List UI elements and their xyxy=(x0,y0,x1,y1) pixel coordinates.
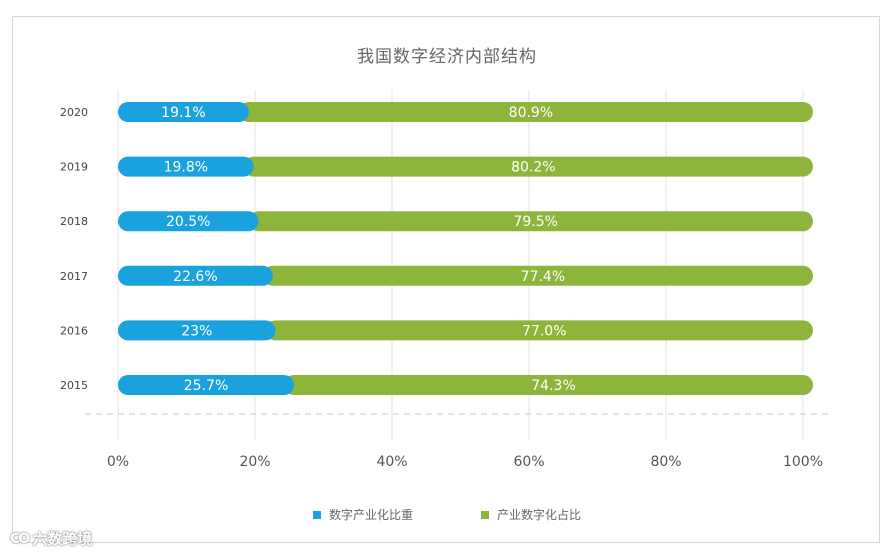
x-tick-label: 40% xyxy=(376,454,407,470)
data-label-digital-industrialization: 20.5% xyxy=(166,214,210,230)
watermark-text: 六数跨境 xyxy=(32,530,93,548)
bar-segment-digital-industrialization xyxy=(118,375,295,395)
bar-segment-industrial-digitalization xyxy=(262,265,813,286)
data-label-industrial-digitalization: 77.4% xyxy=(521,269,565,285)
legend-item-digital-industrialization: 数字产业化比重 xyxy=(312,506,413,523)
x-tick-label: 0% xyxy=(107,454,129,470)
data-label-digital-industrialization: 22.6% xyxy=(173,269,217,285)
data-label-industrial-digitalization: 79.5% xyxy=(513,214,557,230)
bar-segment-industrial-digitalization xyxy=(243,156,813,177)
watermark-logo-icon: CO xyxy=(10,530,30,547)
chart-legend: 数字产业化比重 产业数字化占比 xyxy=(0,506,894,523)
data-label-digital-industrialization: 23% xyxy=(181,323,212,339)
bar-segment-digital-industrialization xyxy=(118,102,249,122)
data-label-digital-industrialization: 19.1% xyxy=(161,105,205,121)
legend-item-industrial-digitalization: 产业数字化占比 xyxy=(481,506,581,523)
data-label-industrial-digitalization: 80.2% xyxy=(511,160,555,176)
x-tick-label: 80% xyxy=(650,454,681,470)
x-tick-label: 20% xyxy=(239,454,270,470)
legend-label-industrial-digitalization: 产业数字化占比 xyxy=(497,508,582,522)
y-tick-label: 2016 xyxy=(60,324,88,337)
bar-segment-digital-industrialization xyxy=(118,265,273,286)
x-tick-label: 100% xyxy=(783,454,823,470)
bar-segment-industrial-digitalization xyxy=(265,320,813,341)
watermark: CO 六数跨境 xyxy=(10,528,92,549)
y-tick-label: 2020 xyxy=(60,106,88,119)
data-label-digital-industrialization: 25.7% xyxy=(184,378,228,394)
data-label-digital-industrialization: 19.8% xyxy=(164,160,208,176)
bar-segment-industrial-digitalization xyxy=(248,211,814,232)
x-tick-label: 60% xyxy=(513,454,544,470)
bar-segment-digital-industrialization xyxy=(118,211,259,232)
legend-swatch-digital-industrialization xyxy=(312,510,321,519)
chart-title: 我国数字经济内部结构 xyxy=(357,47,537,67)
legend-swatch-industrial-digitalization xyxy=(481,510,489,519)
data-label-industrial-digitalization: 80.9% xyxy=(509,105,553,121)
y-tick-label: 2015 xyxy=(60,379,88,392)
bar-segment-industrial-digitalization xyxy=(238,102,813,122)
data-label-industrial-digitalization: 74.3% xyxy=(531,378,575,394)
data-label-industrial-digitalization: 77.0% xyxy=(522,323,566,339)
bar-segment-digital-industrialization xyxy=(118,320,276,341)
y-tick-label: 2019 xyxy=(60,161,88,174)
legend-label-digital-industrialization: 数字产业化比重 xyxy=(328,508,413,522)
bar-segment-industrial-digitalization xyxy=(284,375,813,395)
bar-segment-digital-industrialization xyxy=(118,156,254,177)
y-tick-label: 2017 xyxy=(60,270,88,283)
y-tick-label: 2018 xyxy=(60,215,88,228)
